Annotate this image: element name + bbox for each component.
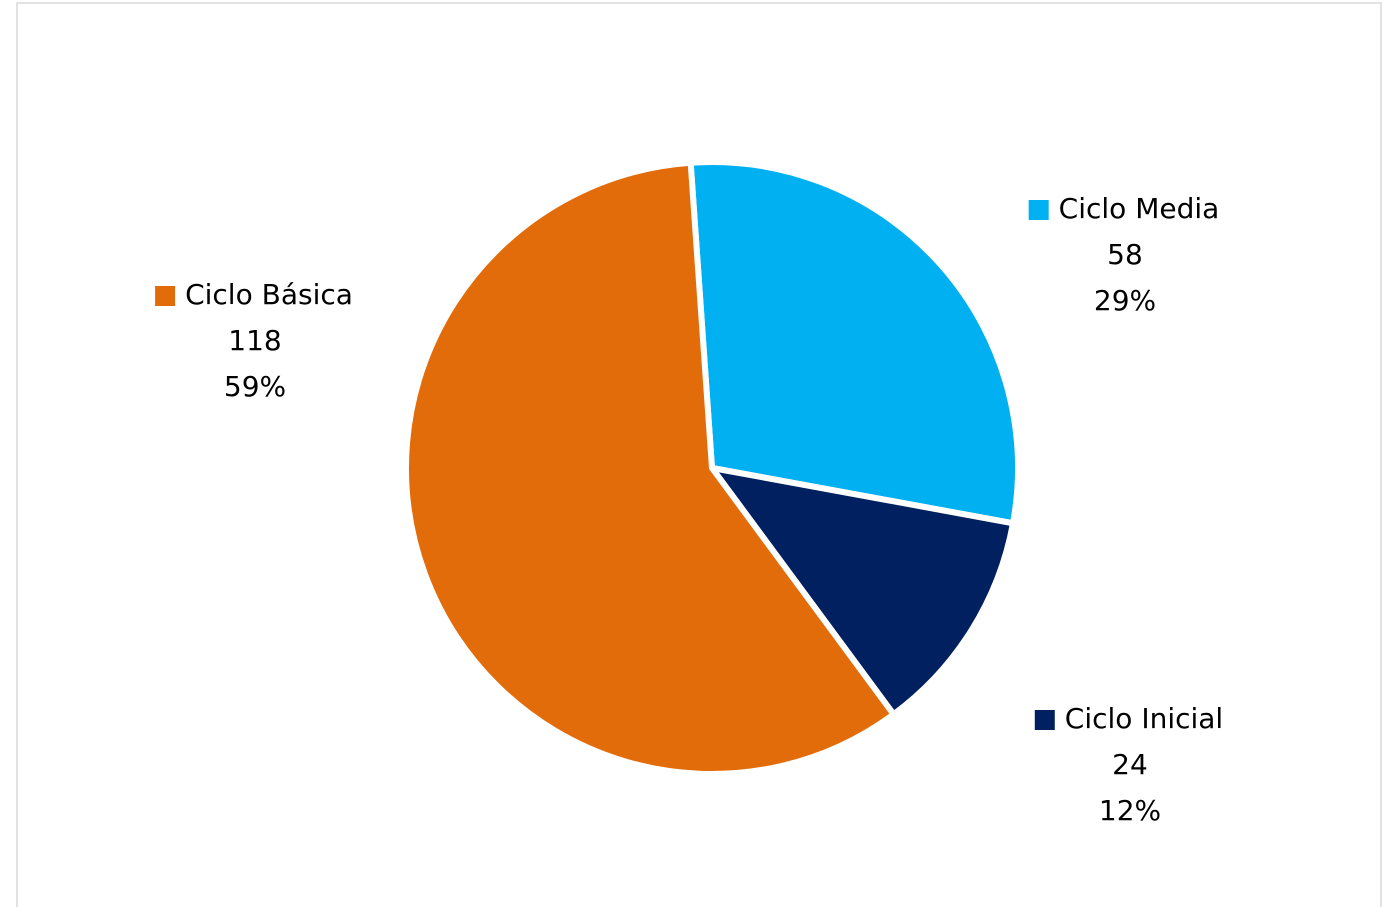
slice-label-value: 24 [1112, 748, 1148, 781]
slice-label-name: Ciclo Básica [185, 278, 353, 311]
slice-label-percent: 59% [224, 370, 286, 403]
slice-label-value: 118 [228, 324, 281, 357]
slice-label-value: 58 [1107, 238, 1143, 271]
pie-slice [403, 159, 897, 777]
legend-key [155, 286, 176, 306]
slice-label-name: Ciclo Inicial [1065, 702, 1223, 735]
slice-label-percent: 29% [1094, 284, 1156, 317]
pie-slice [687, 159, 1021, 527]
legend-key [1028, 200, 1049, 220]
legend-key [1034, 710, 1055, 730]
slice-label-name: Ciclo Media [1059, 192, 1220, 225]
slice-label-percent: 12% [1099, 794, 1161, 827]
pie-slice [709, 465, 1016, 718]
